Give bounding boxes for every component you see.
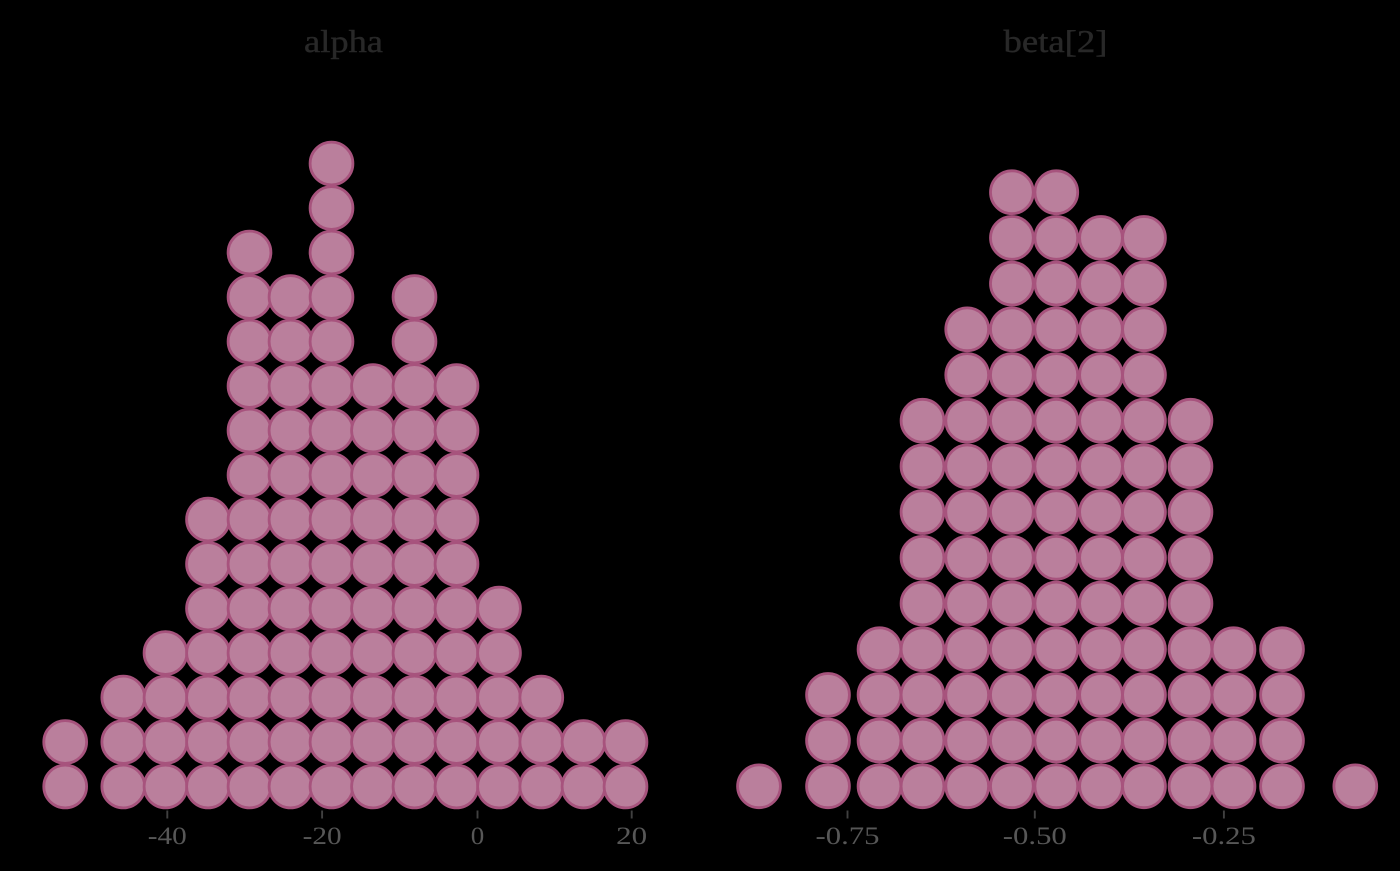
svg-text:beta[2]: beta[2] <box>1004 23 1108 59</box>
svg-text:-20: -20 <box>303 823 342 850</box>
svg-text:0: 0 <box>471 823 485 850</box>
svg-text:-40: -40 <box>148 823 187 850</box>
svg-text:alpha: alpha <box>304 23 383 59</box>
svg-text:20: 20 <box>616 823 647 850</box>
svg-text:-0.50: -0.50 <box>1003 823 1067 850</box>
svg-text:-0.25: -0.25 <box>1192 823 1256 850</box>
svg-text:-0.75: -0.75 <box>816 823 880 850</box>
